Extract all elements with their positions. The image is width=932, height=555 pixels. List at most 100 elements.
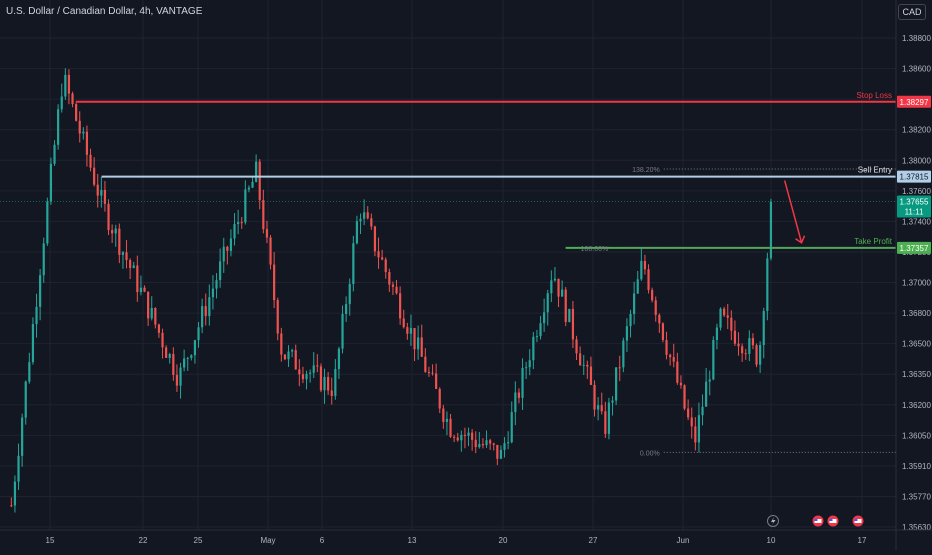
candle-body xyxy=(550,280,553,294)
candle-body xyxy=(687,408,690,418)
candle-body xyxy=(435,373,438,389)
candle-body xyxy=(96,184,99,196)
candle-body xyxy=(17,455,20,482)
candle-body xyxy=(593,384,596,410)
candle-body xyxy=(121,252,125,255)
candle-body xyxy=(636,279,639,294)
candle-body xyxy=(492,443,495,445)
event-icons xyxy=(767,515,864,527)
candle-body xyxy=(564,289,567,323)
candle-body xyxy=(561,289,564,297)
candle-body xyxy=(615,367,618,401)
candle-body xyxy=(604,411,607,434)
candle-body xyxy=(759,345,762,365)
candle-body xyxy=(35,306,38,325)
currency-button[interactable]: CAD xyxy=(898,4,926,20)
candle-body xyxy=(165,347,168,358)
candle-body xyxy=(381,257,384,260)
candle-body xyxy=(136,265,139,293)
candle-body xyxy=(460,434,463,441)
candle-body xyxy=(244,189,247,223)
time-axis: 15 22 25 May 6 13 20 27 Jun 10 17 xyxy=(0,529,932,545)
date-tick-label: 22 xyxy=(139,536,148,545)
price-axis: 1.388001.386001.384001.382001.380001.376… xyxy=(895,0,931,550)
candle-body xyxy=(471,432,474,440)
candle-body xyxy=(571,308,575,340)
candle-body xyxy=(312,365,315,373)
candle-body xyxy=(730,317,733,331)
candle-body xyxy=(474,439,477,448)
candle-body xyxy=(197,327,200,341)
candle-body xyxy=(705,381,708,407)
candle-body xyxy=(226,246,229,251)
candle-body xyxy=(75,104,78,121)
candle-body xyxy=(521,367,524,398)
candle-body xyxy=(373,226,377,252)
candle-body xyxy=(316,365,319,367)
last-price-tag xyxy=(897,195,931,218)
candle-body xyxy=(305,373,308,380)
candle-body xyxy=(399,293,402,319)
candle-body xyxy=(359,218,362,222)
candle-body xyxy=(499,449,503,459)
candle-body xyxy=(172,353,175,375)
candle-body xyxy=(183,358,186,368)
candle-body xyxy=(395,286,398,294)
price-tick-label: 1.35910 xyxy=(902,462,931,471)
candle-body xyxy=(629,313,632,327)
candle-body xyxy=(737,343,740,347)
candle-body xyxy=(100,189,103,196)
date-tick-label: Jun xyxy=(677,536,690,545)
candle-body xyxy=(82,131,85,134)
flag-icon-stripe xyxy=(829,519,837,523)
candle-body xyxy=(582,364,585,366)
candle-body xyxy=(643,261,647,270)
price-tick-label: 1.35630 xyxy=(902,523,931,532)
candle-body xyxy=(690,417,693,427)
candle-body xyxy=(366,212,369,219)
candle-body xyxy=(309,372,312,374)
candle-body xyxy=(201,306,204,328)
candle-body xyxy=(388,271,391,285)
flag-icon-canton xyxy=(814,519,818,521)
candle-body xyxy=(208,297,211,317)
candle-body xyxy=(291,350,294,352)
candle-body xyxy=(676,361,679,383)
candle-body xyxy=(211,288,215,298)
candle-body xyxy=(352,243,355,285)
candle-body xyxy=(438,388,441,409)
candle-body xyxy=(240,222,243,224)
candle-body xyxy=(384,259,387,272)
candle-body xyxy=(589,366,593,385)
price-tick-label: 1.37400 xyxy=(902,217,931,226)
candle-body xyxy=(525,367,528,369)
candle-body xyxy=(190,355,193,358)
candle-body xyxy=(301,374,305,380)
candle-body xyxy=(265,229,269,238)
candle-body xyxy=(193,340,197,356)
candle-body xyxy=(255,161,258,182)
candle-body xyxy=(528,360,531,368)
flag-icon-canton xyxy=(829,519,833,521)
candle-body xyxy=(31,324,35,363)
candle-body xyxy=(46,201,49,244)
candle-body xyxy=(510,412,513,443)
price-tick-label: 1.38200 xyxy=(902,126,931,135)
candle-body xyxy=(575,339,578,354)
flag-icon-canton xyxy=(854,519,858,521)
date-tick-label: 17 xyxy=(858,536,867,545)
price-tick-label: 1.37000 xyxy=(902,279,931,288)
candle-body xyxy=(755,345,758,365)
candle-body xyxy=(229,238,233,251)
candle-body xyxy=(154,307,157,325)
candle-body xyxy=(233,224,236,239)
candle-body xyxy=(204,306,207,317)
level-label: Stop Loss xyxy=(856,91,892,100)
candle-body xyxy=(733,330,737,344)
candle-body xyxy=(168,353,171,358)
candle-body xyxy=(85,131,89,155)
candle-body xyxy=(161,332,164,348)
candle-body xyxy=(71,93,74,105)
